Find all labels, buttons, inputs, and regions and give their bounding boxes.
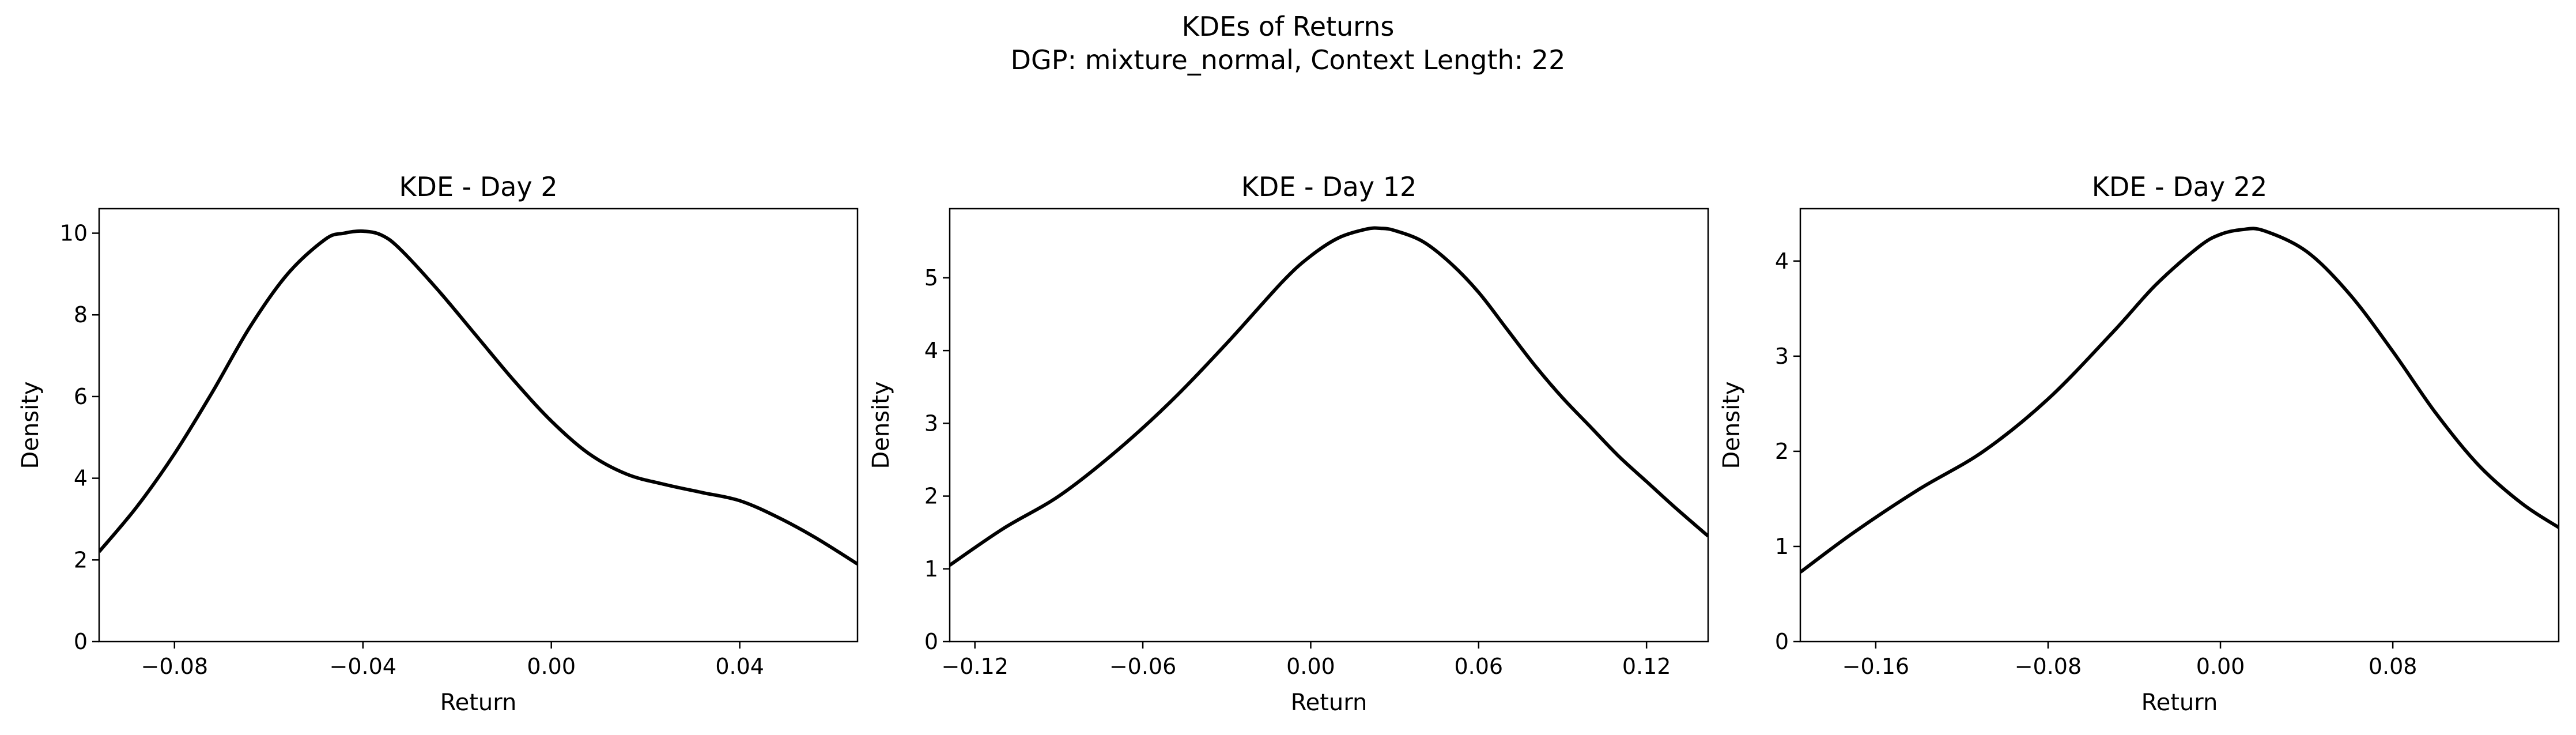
y-tick-label: 1 xyxy=(924,556,938,582)
kde-line xyxy=(1800,227,2559,574)
chart-title: KDE - Day 12 xyxy=(1241,171,1417,202)
y-tick-label: 4 xyxy=(1775,248,1789,274)
figure-subtitle: DGP: mixture_normal, Context Length: 22 xyxy=(1011,44,1566,76)
axes-frame xyxy=(949,208,1709,643)
chart-title: KDE - Day 2 xyxy=(399,171,557,202)
y-tick-label: 4 xyxy=(74,466,88,491)
y-tick-label: 2 xyxy=(1775,439,1789,464)
x-axis-label: Return xyxy=(1291,689,1368,716)
y-tick-label: 1 xyxy=(1775,534,1789,559)
x-tick-label: −0.12 xyxy=(941,654,1008,679)
y-tick-label: 0 xyxy=(1775,629,1789,654)
y-tick-label: 5 xyxy=(924,265,938,291)
y-tick-label: 8 xyxy=(74,302,88,327)
x-tick-label: 0.04 xyxy=(715,654,764,679)
x-tick-label: −0.06 xyxy=(1109,654,1176,679)
y-axis-label: Density xyxy=(17,381,44,469)
y-tick-label: 2 xyxy=(74,547,88,572)
x-tick-label: −0.16 xyxy=(1842,654,1909,679)
y-tick-label: 6 xyxy=(74,384,88,409)
x-tick-label: −0.08 xyxy=(141,654,208,679)
x-tick-label: 0.00 xyxy=(527,654,576,679)
y-axis-label: Density xyxy=(1718,381,1745,469)
y-tick-label: 0 xyxy=(74,629,88,654)
chart-panel: KDE - Day 12 −0.12 −0.06 0.00 0.06 0.12 0 1 2 3 4 5… xyxy=(868,171,1709,716)
y-tick-label: 3 xyxy=(1775,344,1789,369)
kde-line xyxy=(99,229,858,566)
y-tick-label: 0 xyxy=(924,629,938,654)
chart-panels: KDE - Day 2−0.08 −0.04 0.00 0.040246810Retu… xyxy=(17,171,2560,716)
y-tick-label: 10 xyxy=(60,221,88,246)
x-tick-label: 0.06 xyxy=(1454,654,1503,679)
x-axis-label: Return xyxy=(440,689,517,716)
x-tick-label: 0.00 xyxy=(2196,654,2245,679)
axes-frame xyxy=(98,208,859,643)
x-tick-label: −0.08 xyxy=(2015,654,2082,679)
y-axis-label: Density xyxy=(868,381,894,469)
x-tick-label: 0.08 xyxy=(2369,654,2418,679)
x-axis-label: Return xyxy=(2141,689,2218,716)
chart-title: KDE - Day 22 xyxy=(2092,171,2267,202)
y-tick-label: 2 xyxy=(924,484,938,509)
kde-line xyxy=(950,226,1708,567)
y-tick-label: 4 xyxy=(924,338,938,363)
y-tick-label: 3 xyxy=(924,410,938,436)
x-tick-label: 0.12 xyxy=(1622,654,1671,679)
x-tick-label: 0.00 xyxy=(1286,654,1335,679)
chart-panel: KDE - Day 22 −0.16 −0.08 0.00 0.08 0 1 2 3 4 Retur… xyxy=(1718,171,2560,716)
x-tick-label: −0.04 xyxy=(330,654,396,679)
axes-frame xyxy=(1799,208,2560,643)
chart-panel: KDE - Day 2 −0.08 −0.04 0.00 0.04 0 2 4 6 8 10 Retu… xyxy=(17,171,859,716)
figure-title: KDEs of Returns xyxy=(1182,11,1395,42)
